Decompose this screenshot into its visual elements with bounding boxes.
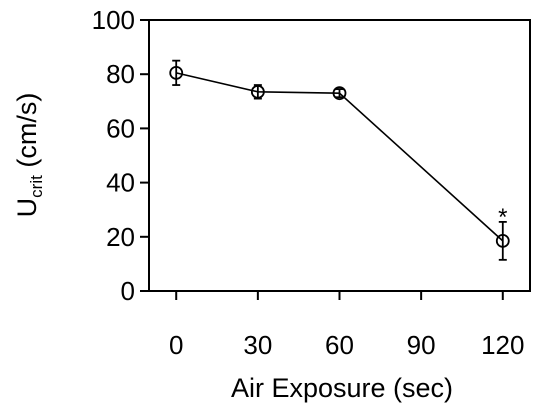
y-axis-title-sub: crit	[27, 175, 46, 198]
plot-area	[148, 19, 531, 292]
x-tick-label: 90	[407, 330, 436, 360]
y-axis-title: Ucrit (cm/s)	[12, 93, 46, 218]
data-point	[250, 84, 265, 99]
y-tick-label: 100	[92, 5, 135, 35]
x-axis-title: Air Exposure (sec)	[231, 373, 453, 403]
x-tick-label: 0	[169, 330, 183, 360]
significance-marker: *	[498, 204, 507, 231]
x-tick-label: 60	[325, 330, 354, 360]
y-axis-title-units: (cm/s)	[12, 93, 42, 175]
plot-border	[148, 19, 531, 292]
data-point	[332, 86, 347, 101]
series-line	[176, 72, 504, 242]
y-tick-label: 20	[106, 222, 135, 252]
y-tick-label: 60	[106, 113, 135, 143]
y-tick-label: 0	[121, 276, 135, 306]
x-tick-label: 120	[481, 330, 524, 360]
y-tick-label: 80	[106, 59, 135, 89]
x-axis: 0 30 60 90 120	[169, 291, 524, 360]
data-point	[169, 65, 184, 80]
x-tick-label: 30	[243, 330, 272, 360]
data-point	[495, 233, 510, 248]
data-series	[169, 59, 510, 261]
y-axis-title-main: U	[12, 198, 42, 218]
y-axis: 0 20 40 60 80 100	[92, 5, 149, 306]
y-tick-label: 40	[106, 168, 135, 198]
annotations: *	[498, 204, 507, 231]
